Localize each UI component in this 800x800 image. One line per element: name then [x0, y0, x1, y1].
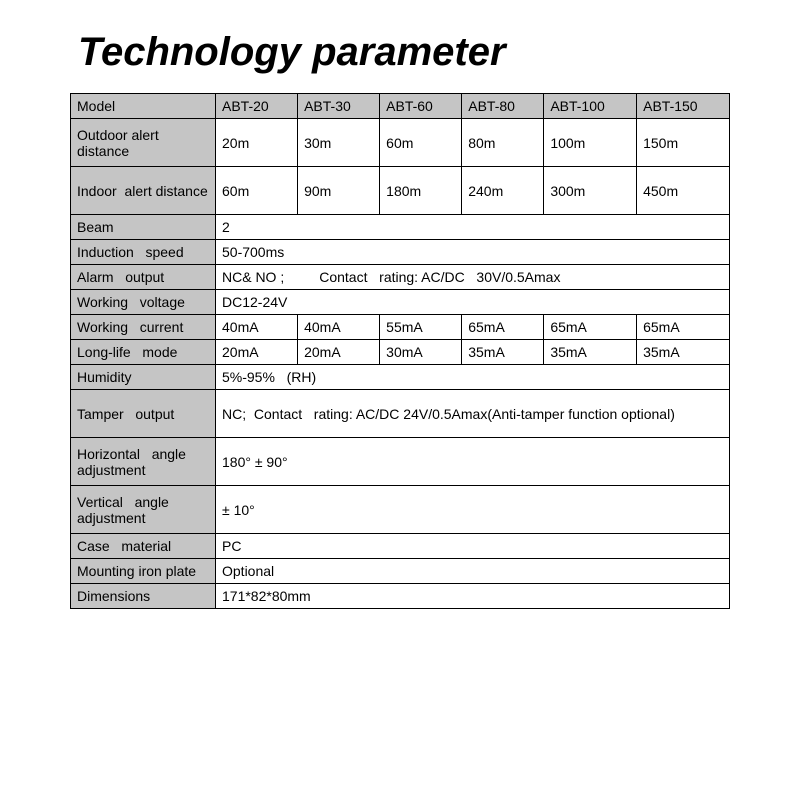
table-row: Horizontal angle adjustment180° ± 90°: [71, 438, 730, 486]
table-row: Humidity5%-95% (RH): [71, 365, 730, 390]
col-abt20: ABT-20: [216, 94, 298, 119]
col-model: Model: [71, 94, 216, 119]
table-row: Indoor alert distance60m90m180m240m300m4…: [71, 167, 730, 215]
table-row: Outdoor alert distance20m30m60m80m100m15…: [71, 119, 730, 167]
row-value: DC12-24V: [216, 290, 730, 315]
table-row: Vertical angle adjustment± 10°: [71, 486, 730, 534]
row-label: Long-life mode: [71, 340, 216, 365]
row-value: Optional: [216, 559, 730, 584]
row-label: Vertical angle adjustment: [71, 486, 216, 534]
row-value: 30mA: [380, 340, 462, 365]
row-label: Working voltage: [71, 290, 216, 315]
row-value: 180m: [380, 167, 462, 215]
row-value: 80m: [462, 119, 544, 167]
table-row: Working current40mA40mA55mA65mA65mA65mA: [71, 315, 730, 340]
row-label: Humidity: [71, 365, 216, 390]
table-row: Alarm outputNC& NO ; Contact rating: AC/…: [71, 265, 730, 290]
table-row: Mounting iron plateOptional: [71, 559, 730, 584]
table-row: Dimensions171*82*80mm: [71, 584, 730, 609]
row-label: Induction speed: [71, 240, 216, 265]
row-value: 35mA: [637, 340, 730, 365]
row-value: 65mA: [462, 315, 544, 340]
row-value: 30m: [298, 119, 380, 167]
spec-table: Model ABT-20 ABT-30 ABT-60 ABT-80 ABT-10…: [70, 93, 730, 609]
table-row: Induction speed50-700ms: [71, 240, 730, 265]
row-value: PC: [216, 534, 730, 559]
page-title: Technology parameter: [78, 30, 730, 75]
col-abt30: ABT-30: [298, 94, 380, 119]
row-value: NC& NO ; Contact rating: AC/DC 30V/0.5Am…: [216, 265, 730, 290]
row-value: 60m: [380, 119, 462, 167]
row-value: 2: [216, 215, 730, 240]
row-value: 20mA: [216, 340, 298, 365]
row-label: Outdoor alert distance: [71, 119, 216, 167]
row-value: 60m: [216, 167, 298, 215]
row-label: Alarm output: [71, 265, 216, 290]
row-value: 65mA: [637, 315, 730, 340]
row-value: ± 10°: [216, 486, 730, 534]
row-value: 50-700ms: [216, 240, 730, 265]
row-value: 35mA: [544, 340, 637, 365]
col-abt150: ABT-150: [637, 94, 730, 119]
row-label: Beam: [71, 215, 216, 240]
row-value: 5%-95% (RH): [216, 365, 730, 390]
row-value: 40mA: [216, 315, 298, 340]
table-row: Long-life mode20mA20mA30mA35mA35mA35mA: [71, 340, 730, 365]
row-value: 100m: [544, 119, 637, 167]
row-label: Horizontal angle adjustment: [71, 438, 216, 486]
row-value: 35mA: [462, 340, 544, 365]
row-value: 20mA: [298, 340, 380, 365]
row-label: Case material: [71, 534, 216, 559]
row-label: Dimensions: [71, 584, 216, 609]
row-value: 240m: [462, 167, 544, 215]
row-value: 65mA: [544, 315, 637, 340]
row-value: 450m: [637, 167, 730, 215]
row-value: 180° ± 90°: [216, 438, 730, 486]
table-row: Beam2: [71, 215, 730, 240]
row-value: 90m: [298, 167, 380, 215]
row-label: Indoor alert distance: [71, 167, 216, 215]
row-value: 20m: [216, 119, 298, 167]
row-label: Mounting iron plate: [71, 559, 216, 584]
table-row: Working voltageDC12-24V: [71, 290, 730, 315]
row-value: 150m: [637, 119, 730, 167]
row-label: Working current: [71, 315, 216, 340]
row-value: 40mA: [298, 315, 380, 340]
table-row: Tamper outputNC; Contact rating: AC/DC 2…: [71, 390, 730, 438]
row-value: NC; Contact rating: AC/DC 24V/0.5Amax(An…: [216, 390, 730, 438]
row-value: 171*82*80mm: [216, 584, 730, 609]
row-value: 55mA: [380, 315, 462, 340]
col-abt100: ABT-100: [544, 94, 637, 119]
table-header-row: Model ABT-20 ABT-30 ABT-60 ABT-80 ABT-10…: [71, 94, 730, 119]
row-label: Tamper output: [71, 390, 216, 438]
table-row: Case materialPC: [71, 534, 730, 559]
col-abt60: ABT-60: [380, 94, 462, 119]
row-value: 300m: [544, 167, 637, 215]
col-abt80: ABT-80: [462, 94, 544, 119]
